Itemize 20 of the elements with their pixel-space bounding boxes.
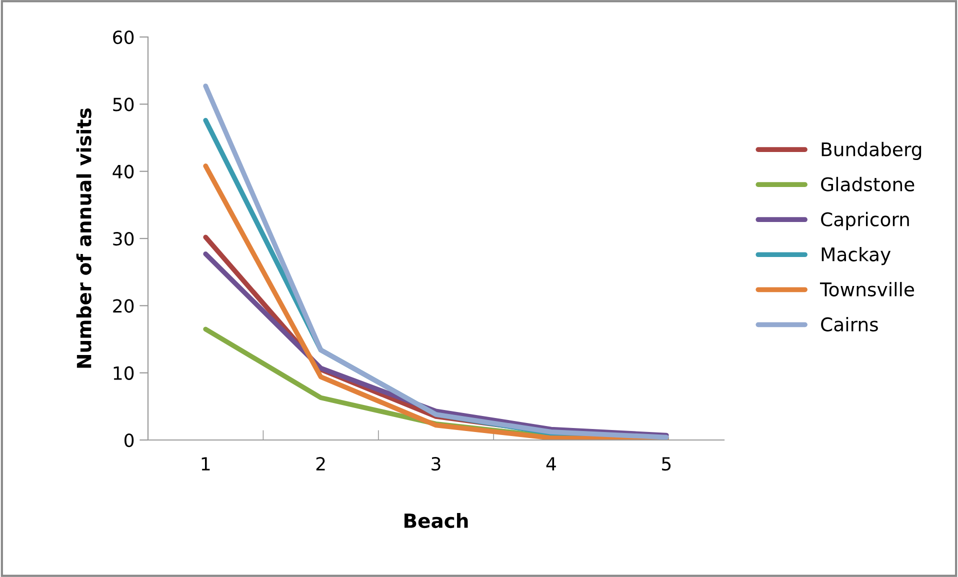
legend-label: Townsville	[820, 282, 914, 296]
legend-label: Cairns	[821, 316, 878, 332]
y-tick-label: 0	[124, 433, 134, 448]
y-tick-label: 50	[113, 98, 134, 112]
y-tick-label: 30	[113, 232, 134, 246]
y-tick-label: 20	[113, 299, 134, 313]
x-tick-label: 3	[432, 456, 440, 471]
x-axis-title: Beach	[404, 513, 468, 528]
legend-label: Gladstone	[821, 176, 914, 192]
x-tick-label: 2	[316, 456, 325, 470]
legend-label: Mackay	[822, 246, 891, 266]
x-tick-label: 4	[546, 457, 556, 470]
legend-label: Bundaberg	[822, 142, 922, 160]
x-tick-label: 1	[202, 457, 210, 470]
y-tick-label: 60	[113, 30, 134, 44]
legend-label: Capricorn	[821, 212, 909, 230]
y-tick-label: 10	[114, 366, 134, 380]
x-tick-label: 5	[662, 457, 671, 471]
y-tick-label: 40	[112, 164, 134, 178]
y-axis-title: Number of annual visits	[76, 108, 92, 368]
